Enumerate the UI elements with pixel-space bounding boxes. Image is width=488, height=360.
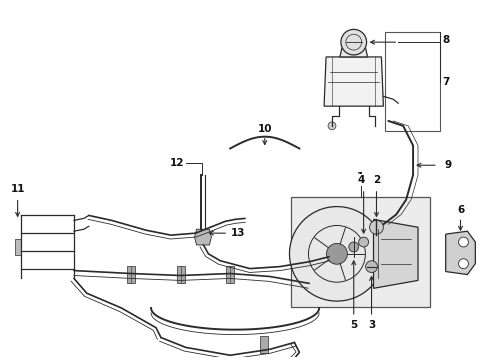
Text: 12: 12	[169, 158, 183, 168]
Circle shape	[326, 243, 346, 264]
Bar	[226, 266, 234, 283]
Circle shape	[369, 220, 383, 234]
Text: 10: 10	[257, 124, 271, 134]
Circle shape	[365, 261, 377, 273]
Polygon shape	[373, 219, 417, 288]
Polygon shape	[194, 229, 211, 245]
Bar	[385, 32, 439, 131]
Text: 1: 1	[356, 172, 364, 182]
Text: 6: 6	[456, 204, 463, 215]
Text: 13: 13	[230, 228, 245, 238]
Polygon shape	[339, 48, 367, 57]
Polygon shape	[324, 57, 383, 106]
Bar	[127, 266, 135, 283]
Bar	[291, 197, 429, 307]
Bar	[259, 336, 267, 353]
Text: 7: 7	[441, 77, 448, 86]
Circle shape	[358, 237, 368, 247]
Text: 8: 8	[441, 35, 448, 45]
Circle shape	[458, 237, 468, 247]
Circle shape	[327, 122, 335, 130]
Text: 4: 4	[357, 175, 365, 185]
Text: 3: 3	[367, 320, 374, 330]
Polygon shape	[445, 231, 474, 275]
Circle shape	[289, 207, 384, 301]
Text: 9: 9	[443, 160, 450, 170]
Text: 2: 2	[372, 175, 379, 185]
Circle shape	[348, 242, 358, 252]
Circle shape	[458, 259, 468, 269]
Bar	[15, 239, 20, 255]
Circle shape	[340, 30, 366, 55]
Bar	[177, 266, 184, 283]
Text: 5: 5	[349, 320, 357, 330]
Text: 11: 11	[10, 184, 25, 194]
